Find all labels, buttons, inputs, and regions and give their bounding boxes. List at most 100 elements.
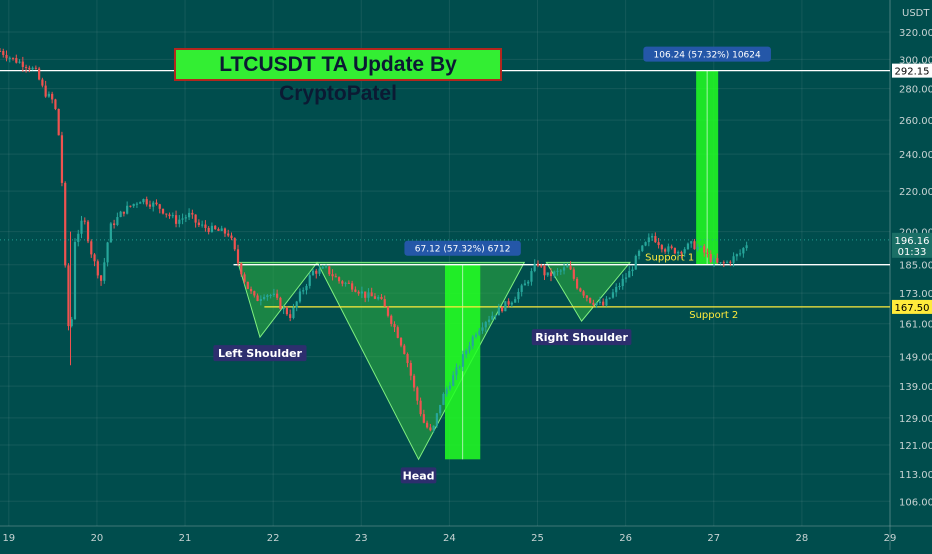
candle-body [217, 229, 220, 231]
candle-body [236, 249, 240, 264]
candle-body [439, 404, 442, 414]
candle-body [99, 275, 103, 281]
x-tick-label: 21 [179, 533, 192, 544]
candle-body [634, 255, 637, 270]
x-tick-label: 23 [355, 533, 368, 544]
x-tick-label: 19 [2, 533, 15, 544]
candle-body [11, 57, 15, 59]
candle-body [44, 85, 47, 97]
candle-body [696, 246, 699, 250]
y-axis: 320.00300.00280.00260.00240.00220.00200.… [899, 28, 932, 508]
candle-body [386, 306, 390, 316]
candle-body [38, 68, 41, 80]
y-tick-label: 300.00 [899, 55, 932, 66]
candle-body [426, 422, 429, 428]
candle-body [549, 272, 553, 277]
candle-body [86, 221, 90, 242]
candle-body [67, 265, 70, 327]
current-price-tag [892, 232, 932, 258]
candle-body [256, 295, 259, 302]
candle-body [419, 400, 422, 415]
candle-body [699, 246, 703, 248]
candle-body [543, 265, 546, 276]
y-tick-label: 113.00 [899, 470, 932, 481]
candle-body [302, 290, 305, 292]
candle-body [276, 293, 279, 298]
candle-body [0, 50, 2, 52]
candle-body [96, 261, 99, 276]
candle-body [510, 302, 513, 305]
current-price-text: 196.16 [895, 236, 930, 247]
candle-body [28, 67, 31, 70]
candle-body [103, 262, 106, 281]
chart-title: LTCUSDT TA Update By CryptoPatel [174, 48, 502, 105]
x-tick-label: 22 [267, 533, 280, 544]
candle-body [716, 258, 719, 263]
candle-body [468, 346, 471, 351]
candle-body [452, 375, 455, 386]
candle-body [403, 345, 406, 355]
candle-body [514, 299, 517, 303]
level-price-tag-text: 292.15 [895, 67, 930, 78]
measure-label: 67.12 (57.32%) 6712 [415, 245, 511, 255]
candle-body [15, 58, 18, 63]
x-tick-label: 20 [91, 533, 104, 544]
candle-body [504, 301, 507, 312]
candle-body [18, 61, 21, 63]
annotation-bg [531, 329, 632, 346]
candle-body [51, 93, 54, 100]
candle-body [122, 211, 125, 214]
candle-body [367, 292, 370, 298]
candle-body [582, 291, 585, 296]
candle-body [729, 261, 732, 263]
candle-body [611, 292, 615, 298]
candle-body [556, 270, 559, 272]
candles [0, 48, 748, 433]
candle-body [399, 337, 403, 346]
measure-label-bg [643, 46, 771, 62]
x-tick-label: 27 [707, 533, 720, 544]
candle-body [719, 262, 722, 264]
y-tick-label: 185.00 [899, 261, 932, 272]
candle-body [664, 249, 667, 252]
candle-body [227, 233, 230, 236]
candle-body [624, 277, 628, 279]
candle-body [129, 205, 132, 207]
candle-body [390, 315, 393, 324]
candle-body [8, 57, 11, 59]
candle-body [168, 214, 171, 217]
x-tick-label: 29 [884, 533, 897, 544]
candle-body [230, 235, 233, 239]
candle-body [295, 301, 298, 308]
annotation-bg [400, 467, 437, 484]
candle-body [57, 108, 60, 136]
candle-body [484, 322, 487, 328]
candle-body [650, 236, 654, 238]
candle-body [559, 270, 562, 272]
candle-body [145, 199, 148, 205]
candle-body [73, 241, 77, 320]
candle-body [458, 366, 461, 368]
candle-body [575, 278, 579, 289]
candle-body [448, 385, 452, 389]
candle-body [161, 208, 165, 214]
candle-body [644, 242, 647, 246]
candle-body [487, 319, 491, 323]
candle-body [507, 301, 510, 305]
candle-body [618, 286, 621, 288]
candle-body [745, 245, 748, 249]
candle-body [5, 54, 8, 59]
candle-body [517, 291, 520, 300]
candle-body [240, 263, 243, 275]
candle-body [201, 224, 204, 226]
candle-body [478, 330, 481, 335]
candle-body [690, 241, 693, 244]
candle-body [249, 288, 253, 292]
candle-body [126, 205, 129, 214]
candle-body [732, 256, 735, 263]
candle-body [373, 296, 377, 299]
candle-body [709, 253, 712, 263]
currency-label: USDT [902, 8, 930, 19]
